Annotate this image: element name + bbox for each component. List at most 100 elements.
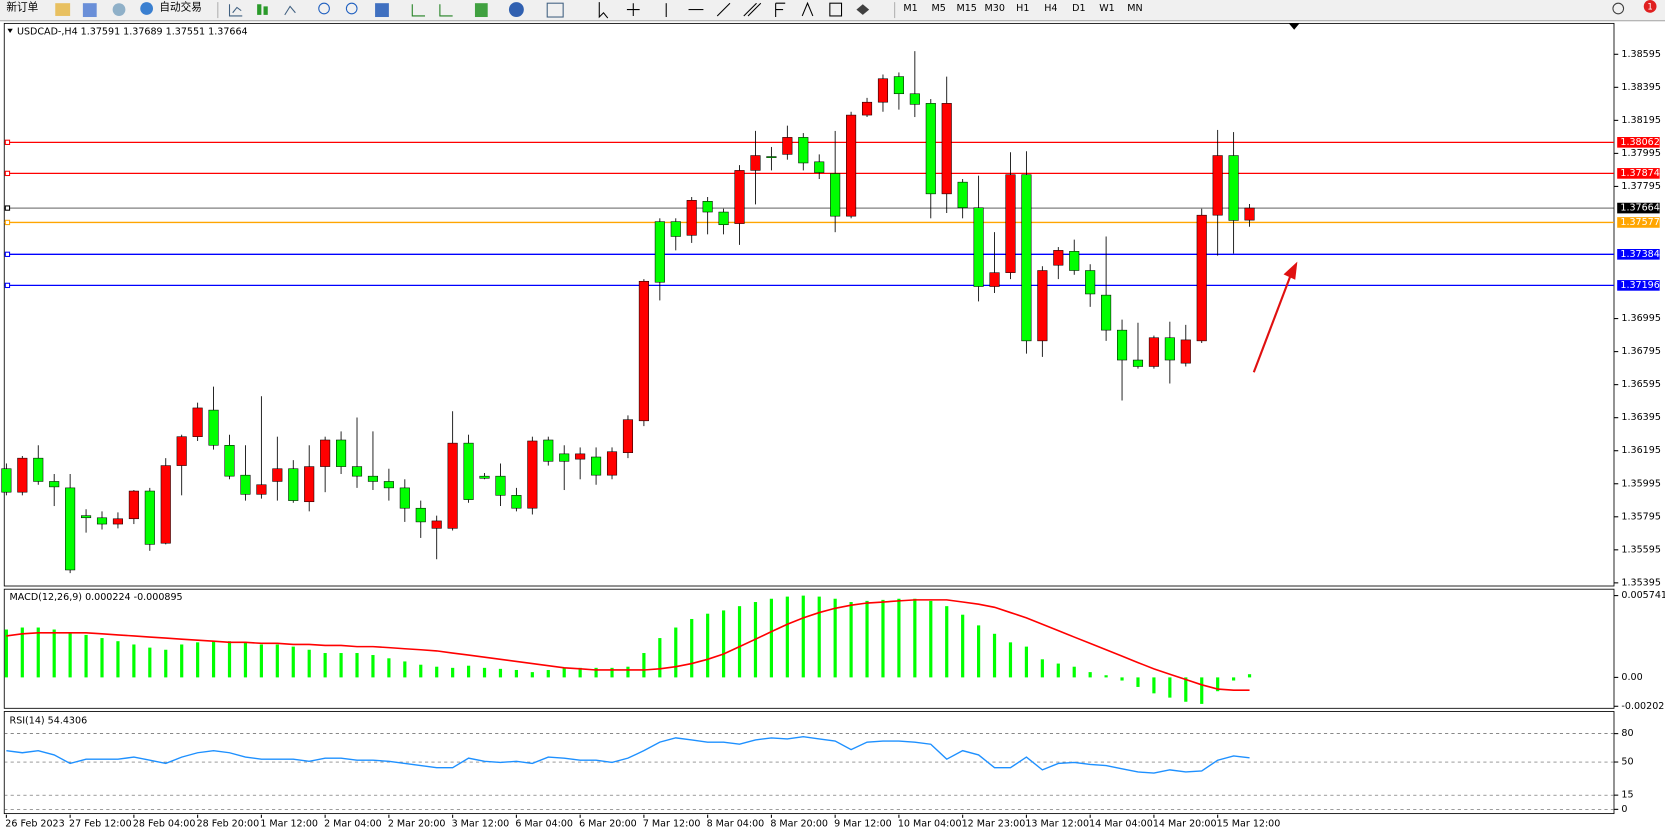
notification[interactable]: 1 bbox=[1643, 0, 1657, 13]
icon[interactable] bbox=[257, 4, 262, 15]
candle-body bbox=[1037, 270, 1048, 342]
icon[interactable] bbox=[801, 1, 814, 17]
macd-bar bbox=[466, 665, 471, 678]
macd-bar bbox=[562, 667, 566, 678]
candle-body bbox=[941, 103, 952, 195]
candle-body bbox=[846, 114, 857, 217]
macd-bar bbox=[498, 668, 503, 678]
icon[interactable] bbox=[284, 5, 296, 16]
level-handle bbox=[4, 251, 11, 257]
timeframe-button[interactable]: W1 bbox=[1099, 3, 1115, 14]
candle-body bbox=[17, 457, 28, 493]
icon[interactable] bbox=[439, 4, 453, 17]
candle-body bbox=[320, 439, 331, 467]
icon[interactable] bbox=[598, 2, 609, 19]
icon[interactable] bbox=[508, 2, 524, 18]
rsi-line bbox=[6, 736, 1250, 774]
chart-shift-marker bbox=[1288, 23, 1300, 30]
x-tick-label: 27 Feb 12:00 bbox=[69, 819, 132, 830]
icon[interactable] bbox=[55, 3, 71, 16]
icon[interactable] bbox=[716, 2, 731, 17]
icon[interactable] bbox=[263, 6, 268, 15]
macd-bar bbox=[36, 627, 40, 678]
candle-body bbox=[543, 439, 554, 462]
macd-bar bbox=[546, 669, 550, 678]
candle-body bbox=[431, 520, 442, 529]
macd-bar bbox=[1152, 677, 1156, 694]
timeframe-button[interactable]: D1 bbox=[1072, 3, 1085, 14]
macd-bar bbox=[196, 642, 200, 678]
x-tick-label: 6 Mar 20:00 bbox=[579, 819, 637, 830]
candle-body bbox=[877, 78, 889, 103]
macd-bar bbox=[929, 600, 933, 678]
candle-body bbox=[734, 170, 745, 224]
level-handle bbox=[4, 219, 11, 226]
candle-body bbox=[1244, 207, 1255, 221]
macd-bar bbox=[148, 647, 152, 678]
timeframe-button[interactable]: M1 bbox=[903, 3, 917, 14]
macd-bar bbox=[833, 598, 837, 678]
macd-bar bbox=[690, 618, 694, 678]
candle-body bbox=[527, 440, 538, 509]
candle-body bbox=[1, 468, 12, 493]
candle-body bbox=[814, 161, 825, 173]
timeframe-button[interactable]: H1 bbox=[1016, 3, 1029, 14]
macd-bar bbox=[514, 669, 518, 678]
macd-bar bbox=[387, 658, 391, 678]
icon[interactable] bbox=[546, 2, 564, 18]
candle-body bbox=[1180, 339, 1191, 364]
icon[interactable] bbox=[82, 3, 97, 18]
icon[interactable] bbox=[228, 4, 243, 17]
icon[interactable] bbox=[140, 2, 154, 15]
icon[interactable] bbox=[626, 3, 640, 16]
macd-bar bbox=[1232, 677, 1236, 681]
y-tick-label: 1.38595 bbox=[1621, 49, 1660, 60]
candle-body bbox=[798, 137, 809, 164]
timeframe-button[interactable]: M30 bbox=[985, 3, 1005, 14]
icon[interactable] bbox=[411, 4, 426, 17]
timeframe-button[interactable]: H4 bbox=[1044, 3, 1057, 14]
icon[interactable] bbox=[743, 2, 762, 17]
candle-body bbox=[638, 280, 649, 422]
icon[interactable] bbox=[345, 2, 358, 15]
candle-body bbox=[511, 495, 522, 509]
candle-body bbox=[1085, 270, 1096, 295]
timeframe-button[interactable]: M5 bbox=[931, 3, 945, 14]
annotation-arrowhead bbox=[1283, 261, 1298, 280]
level-label: 1.37577 bbox=[1620, 217, 1659, 228]
y-tick-label: -0.002027 bbox=[1621, 701, 1665, 712]
x-tick-label: 14 Mar 20:00 bbox=[1153, 819, 1217, 830]
timeframe-button[interactable]: MN bbox=[1127, 3, 1142, 14]
candle-body bbox=[1101, 294, 1112, 331]
y-tick-label: 50 bbox=[1621, 757, 1633, 768]
y-tick-label: 0 bbox=[1621, 804, 1627, 815]
candle-body bbox=[591, 456, 602, 476]
toolbar-button[interactable]: 新订单 bbox=[6, 0, 38, 13]
timeframe-button[interactable]: M15 bbox=[957, 3, 977, 14]
rsi-panel bbox=[3, 711, 1615, 815]
macd-bar bbox=[1024, 646, 1029, 678]
macd-bar bbox=[530, 672, 534, 678]
macd-bar bbox=[642, 653, 646, 678]
icon[interactable] bbox=[112, 3, 126, 16]
candle-body bbox=[1148, 337, 1159, 367]
macd-bar bbox=[1216, 677, 1220, 692]
icon[interactable] bbox=[775, 2, 786, 18]
x-tick-label: 13 Mar 12:00 bbox=[1025, 819, 1089, 830]
macd-bar bbox=[68, 632, 72, 678]
icon[interactable] bbox=[474, 3, 488, 18]
macd-bar bbox=[339, 653, 343, 678]
x-tick-label: 8 Mar 20:00 bbox=[770, 819, 828, 830]
icon[interactable] bbox=[318, 2, 330, 15]
candle-body bbox=[1132, 359, 1144, 367]
candle-body bbox=[606, 451, 618, 476]
candle-body bbox=[367, 475, 378, 482]
candle-body bbox=[65, 487, 76, 571]
toolbar-button[interactable]: 自动交易 bbox=[159, 0, 201, 13]
search-icon[interactable] bbox=[1612, 2, 1625, 15]
icon[interactable] bbox=[375, 3, 389, 18]
macd-bar bbox=[211, 641, 216, 678]
icon[interactable] bbox=[829, 2, 843, 17]
